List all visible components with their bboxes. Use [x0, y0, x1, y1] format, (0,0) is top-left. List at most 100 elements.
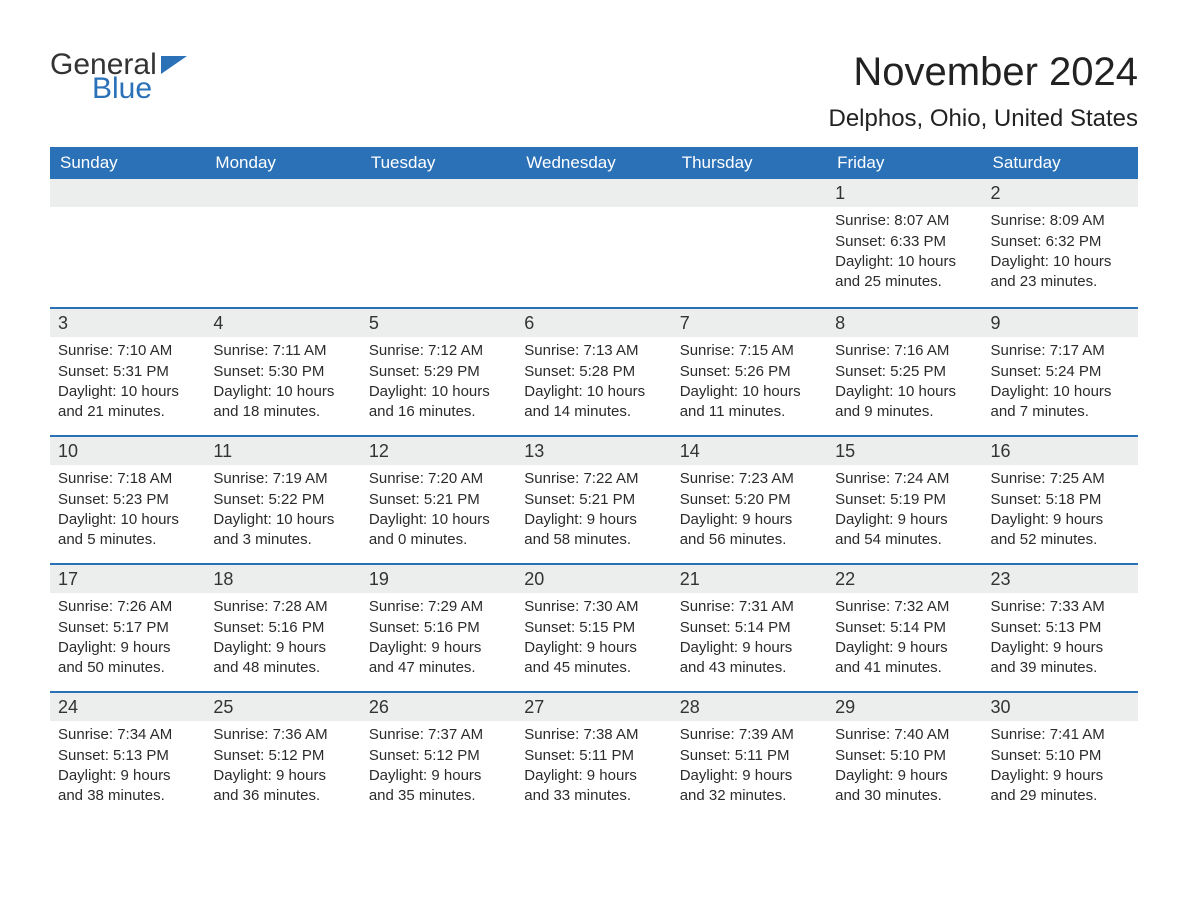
day-number: 3 [50, 309, 205, 337]
day-body: Sunrise: 7:29 AMSunset: 5:16 PMDaylight:… [361, 593, 516, 686]
day-number: 19 [361, 565, 516, 593]
sunset-text: Sunset: 5:15 PM [524, 618, 663, 638]
day-body: Sunrise: 7:40 AMSunset: 5:10 PMDaylight:… [827, 721, 982, 814]
day-number: 26 [361, 693, 516, 721]
sunrise-text: Sunrise: 7:20 AM [369, 469, 508, 489]
day-cell: 13Sunrise: 7:22 AMSunset: 5:21 PMDayligh… [516, 437, 671, 563]
month-title: November 2024 [828, 50, 1138, 95]
day-cell: 16Sunrise: 7:25 AMSunset: 5:18 PMDayligh… [983, 437, 1138, 563]
daylight-text: Daylight: 9 hours and 36 minutes. [213, 766, 352, 807]
day-body: Sunrise: 8:07 AMSunset: 6:33 PMDaylight:… [827, 207, 982, 300]
day-number: 14 [672, 437, 827, 465]
sunrise-text: Sunrise: 7:37 AM [369, 725, 508, 745]
day-number: 15 [827, 437, 982, 465]
sunset-text: Sunset: 5:21 PM [369, 490, 508, 510]
day-cell: 29Sunrise: 7:40 AMSunset: 5:10 PMDayligh… [827, 693, 982, 819]
daylight-text: Daylight: 9 hours and 50 minutes. [58, 638, 197, 679]
day-cell: 11Sunrise: 7:19 AMSunset: 5:22 PMDayligh… [205, 437, 360, 563]
day-cell: 6Sunrise: 7:13 AMSunset: 5:28 PMDaylight… [516, 309, 671, 435]
day-cell: 15Sunrise: 7:24 AMSunset: 5:19 PMDayligh… [827, 437, 982, 563]
sunrise-text: Sunrise: 7:26 AM [58, 597, 197, 617]
brand-logo: General Blue [50, 50, 187, 104]
day-body: Sunrise: 8:09 AMSunset: 6:32 PMDaylight:… [983, 207, 1138, 300]
day-cell: 7Sunrise: 7:15 AMSunset: 5:26 PMDaylight… [672, 309, 827, 435]
day-body: Sunrise: 7:20 AMSunset: 5:21 PMDaylight:… [361, 465, 516, 558]
day-number [516, 179, 671, 207]
day-body: Sunrise: 7:33 AMSunset: 5:13 PMDaylight:… [983, 593, 1138, 686]
week-row: 3Sunrise: 7:10 AMSunset: 5:31 PMDaylight… [50, 307, 1138, 435]
sunset-text: Sunset: 5:10 PM [991, 746, 1130, 766]
week-row: 10Sunrise: 7:18 AMSunset: 5:23 PMDayligh… [50, 435, 1138, 563]
daylight-text: Daylight: 10 hours and 25 minutes. [835, 252, 974, 293]
day-cell [361, 179, 516, 307]
daylight-text: Daylight: 9 hours and 45 minutes. [524, 638, 663, 679]
day-number [205, 179, 360, 207]
day-body: Sunrise: 7:39 AMSunset: 5:11 PMDaylight:… [672, 721, 827, 814]
day-cell [50, 179, 205, 307]
day-number [672, 179, 827, 207]
day-body: Sunrise: 7:13 AMSunset: 5:28 PMDaylight:… [516, 337, 671, 430]
day-cell: 12Sunrise: 7:20 AMSunset: 5:21 PMDayligh… [361, 437, 516, 563]
day-body: Sunrise: 7:41 AMSunset: 5:10 PMDaylight:… [983, 721, 1138, 814]
week-row: 24Sunrise: 7:34 AMSunset: 5:13 PMDayligh… [50, 691, 1138, 819]
day-body: Sunrise: 7:16 AMSunset: 5:25 PMDaylight:… [827, 337, 982, 430]
sunrise-text: Sunrise: 7:40 AM [835, 725, 974, 745]
day-number: 10 [50, 437, 205, 465]
sunset-text: Sunset: 5:21 PM [524, 490, 663, 510]
sunset-text: Sunset: 5:30 PM [213, 362, 352, 382]
daylight-text: Daylight: 10 hours and 9 minutes. [835, 382, 974, 423]
day-number: 4 [205, 309, 360, 337]
day-cell: 8Sunrise: 7:16 AMSunset: 5:25 PMDaylight… [827, 309, 982, 435]
sunset-text: Sunset: 6:33 PM [835, 232, 974, 252]
sunset-text: Sunset: 5:28 PM [524, 362, 663, 382]
header: General Blue November 2024 Delphos, Ohio… [50, 50, 1138, 133]
sunrise-text: Sunrise: 7:22 AM [524, 469, 663, 489]
week-row: 1Sunrise: 8:07 AMSunset: 6:33 PMDaylight… [50, 179, 1138, 307]
day-body: Sunrise: 7:23 AMSunset: 5:20 PMDaylight:… [672, 465, 827, 558]
sunrise-text: Sunrise: 7:23 AM [680, 469, 819, 489]
day-body: Sunrise: 7:19 AMSunset: 5:22 PMDaylight:… [205, 465, 360, 558]
dayname: Thursday [672, 147, 827, 179]
day-number: 9 [983, 309, 1138, 337]
sunset-text: Sunset: 5:17 PM [58, 618, 197, 638]
day-cell: 3Sunrise: 7:10 AMSunset: 5:31 PMDaylight… [50, 309, 205, 435]
daylight-text: Daylight: 9 hours and 52 minutes. [991, 510, 1130, 551]
day-body: Sunrise: 7:32 AMSunset: 5:14 PMDaylight:… [827, 593, 982, 686]
sunset-text: Sunset: 5:24 PM [991, 362, 1130, 382]
day-body: Sunrise: 7:30 AMSunset: 5:15 PMDaylight:… [516, 593, 671, 686]
daylight-text: Daylight: 9 hours and 47 minutes. [369, 638, 508, 679]
day-number: 13 [516, 437, 671, 465]
sunrise-text: Sunrise: 8:07 AM [835, 211, 974, 231]
day-number: 30 [983, 693, 1138, 721]
day-cell: 27Sunrise: 7:38 AMSunset: 5:11 PMDayligh… [516, 693, 671, 819]
location: Delphos, Ohio, United States [828, 105, 1138, 133]
daylight-text: Daylight: 10 hours and 14 minutes. [524, 382, 663, 423]
sunset-text: Sunset: 5:11 PM [680, 746, 819, 766]
dayname: Wednesday [516, 147, 671, 179]
day-body: Sunrise: 7:22 AMSunset: 5:21 PMDaylight:… [516, 465, 671, 558]
day-cell: 5Sunrise: 7:12 AMSunset: 5:29 PMDaylight… [361, 309, 516, 435]
day-number: 2 [983, 179, 1138, 207]
daylight-text: Daylight: 9 hours and 48 minutes. [213, 638, 352, 679]
daylight-text: Daylight: 9 hours and 39 minutes. [991, 638, 1130, 679]
day-body: Sunrise: 7:11 AMSunset: 5:30 PMDaylight:… [205, 337, 360, 430]
day-cell: 14Sunrise: 7:23 AMSunset: 5:20 PMDayligh… [672, 437, 827, 563]
day-number: 8 [827, 309, 982, 337]
sunrise-text: Sunrise: 7:11 AM [213, 341, 352, 361]
day-cell: 9Sunrise: 7:17 AMSunset: 5:24 PMDaylight… [983, 309, 1138, 435]
day-number: 29 [827, 693, 982, 721]
daylight-text: Daylight: 9 hours and 29 minutes. [991, 766, 1130, 807]
sunset-text: Sunset: 5:12 PM [213, 746, 352, 766]
sunset-text: Sunset: 5:22 PM [213, 490, 352, 510]
day-cell: 24Sunrise: 7:34 AMSunset: 5:13 PMDayligh… [50, 693, 205, 819]
sunrise-text: Sunrise: 7:17 AM [991, 341, 1130, 361]
day-cell: 20Sunrise: 7:30 AMSunset: 5:15 PMDayligh… [516, 565, 671, 691]
day-number: 23 [983, 565, 1138, 593]
day-body: Sunrise: 7:25 AMSunset: 5:18 PMDaylight:… [983, 465, 1138, 558]
daylight-text: Daylight: 9 hours and 38 minutes. [58, 766, 197, 807]
day-body: Sunrise: 7:18 AMSunset: 5:23 PMDaylight:… [50, 465, 205, 558]
sunrise-text: Sunrise: 7:28 AM [213, 597, 352, 617]
day-cell: 19Sunrise: 7:29 AMSunset: 5:16 PMDayligh… [361, 565, 516, 691]
day-body: Sunrise: 7:37 AMSunset: 5:12 PMDaylight:… [361, 721, 516, 814]
calendar: Sunday Monday Tuesday Wednesday Thursday… [50, 147, 1138, 819]
